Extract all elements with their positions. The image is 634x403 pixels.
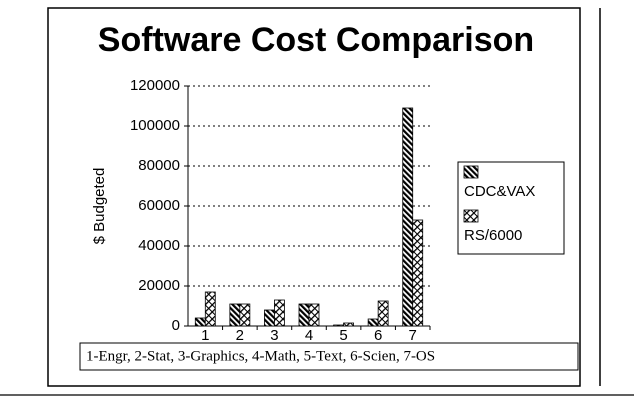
bar [229, 303, 241, 327]
legend-label: RS/6000 [464, 227, 522, 244]
legend-swatch [463, 165, 479, 179]
note-box [79, 342, 579, 371]
bar [194, 317, 206, 327]
y-tick-label: 120000 [130, 77, 180, 94]
bar [204, 291, 216, 327]
bar [264, 309, 275, 327]
slide-frame [47, 7, 581, 387]
x-tick-label: 5 [339, 327, 347, 344]
y-tick-label: 20000 [138, 277, 180, 294]
bar [274, 299, 285, 327]
bar [367, 318, 379, 327]
x-tick-label: 2 [236, 327, 244, 344]
x-tick-label: 1 [201, 327, 209, 344]
y-tick-label: 60000 [138, 197, 180, 214]
bar [402, 107, 414, 327]
x-tick-label: 3 [270, 327, 278, 344]
bar [377, 300, 389, 327]
bar [333, 324, 344, 327]
legend-swatch [463, 209, 479, 223]
x-tick-label: 4 [305, 327, 313, 344]
y-tick-label: 100000 [130, 117, 180, 134]
y-tick-label: 40000 [138, 237, 180, 254]
x-tick-label: 7 [409, 327, 417, 344]
x-tick-label: 6 [374, 327, 382, 344]
chart-title: Software Cost Comparison [98, 21, 534, 59]
y-axis-label: $ Budgeted [91, 168, 108, 245]
y-tick-label: 80000 [138, 157, 180, 174]
bar [412, 219, 424, 327]
legend-label: CDC&VAX [464, 183, 535, 200]
bar [308, 303, 320, 327]
y-tick-label: 0 [172, 317, 180, 334]
bar [298, 303, 310, 327]
bar [343, 322, 354, 327]
annotation: 1-Engr, 2-Stat, 3-Graphics, 4-Math, 5-Te… [86, 348, 435, 364]
bar [239, 303, 251, 327]
